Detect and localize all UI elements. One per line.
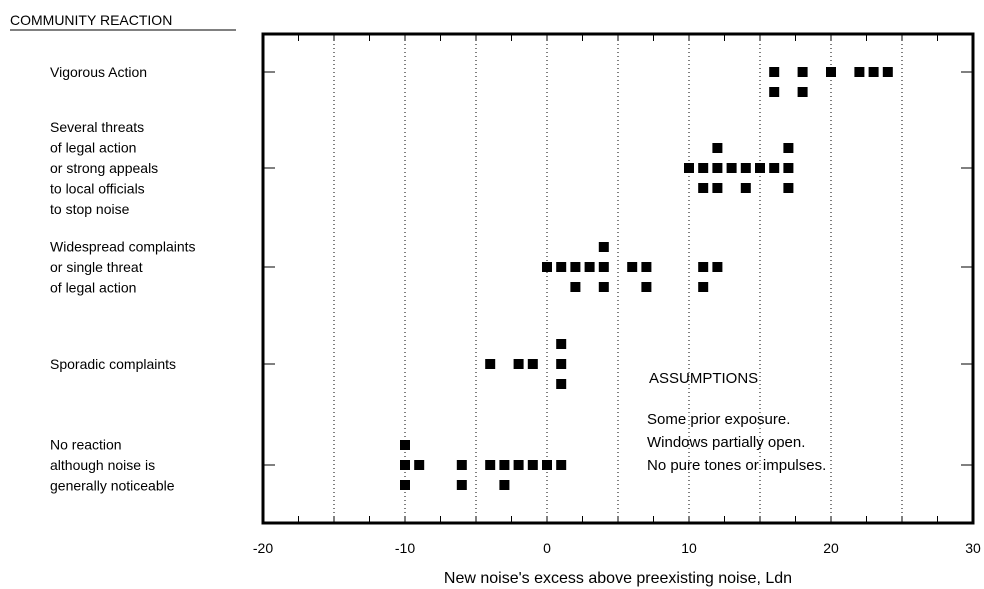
category-label-line: although noise is [50,457,155,473]
data-point [698,163,709,173]
data-point [854,67,865,77]
data-point [527,460,538,470]
data-point [740,163,751,173]
data-point [712,163,723,173]
data-point [627,262,638,272]
data-point [598,282,609,292]
data-point [400,440,410,450]
category-label-line: Several threats [50,119,144,135]
x-tick-label: 30 [965,540,981,556]
x-tick-labels: -20 -10 0 10 20 30 [253,540,981,556]
category-label-line: No reaction [50,437,122,453]
data-point [556,379,567,389]
assumption-line: No pure tones or impulses. [647,457,826,474]
data-point [868,67,879,77]
x-axis-title: New noise's excess above preexisting noi… [444,570,792,587]
data-point [769,87,780,97]
data-point [598,242,609,252]
data-point [598,262,609,272]
data-point [556,339,567,349]
data-point [513,359,524,369]
category-label-line: of legal action [50,280,136,296]
data-point [414,460,425,470]
data-point [712,183,723,193]
data-point [584,262,595,272]
data-point [797,87,808,97]
data-point [641,282,652,292]
data-point [797,67,808,77]
data-point [783,163,794,173]
data-point [400,480,410,490]
category-label-line: or strong appeals [50,160,158,176]
data-point [556,262,567,272]
x-tick-label: 0 [543,540,551,556]
data-point [698,183,709,193]
data-point [882,67,893,77]
data-point [542,460,552,470]
data-point [826,67,836,77]
data-point [456,460,467,470]
data-point [712,262,723,272]
data-point [684,163,694,173]
data-point [400,460,410,470]
category-label-line: generally noticeable [50,478,175,494]
data-point [485,460,496,470]
data-point [783,143,794,153]
category-label-line: to local officials [50,181,145,197]
data-point [542,262,552,272]
data-point [698,262,709,272]
data-point [570,282,581,292]
plot-frame [261,32,975,525]
assumption-line: Some prior exposure. [647,411,790,428]
data-point [769,163,780,173]
data-point [527,359,538,369]
data-point [726,163,737,173]
ticks [262,34,974,523]
category-label-line: Vigorous Action [50,64,147,80]
assumption-line: Windows partially open. [647,434,805,451]
data-point [556,359,567,369]
data-point [570,262,581,272]
category-label-line: Sporadic complaints [50,356,176,372]
data-point [513,460,524,470]
data-point [769,67,780,77]
data-points [400,67,893,490]
x-tick-label: -20 [253,540,273,556]
data-point [556,460,567,470]
data-point [698,282,709,292]
assumptions-box: ASSUMPTIONS Some prior exposure. Windows… [647,370,826,474]
data-point [499,460,510,470]
data-point [485,359,496,369]
data-point [641,262,652,272]
data-point [712,143,723,153]
category-label-line: or single threat [50,259,143,275]
gridlines [333,36,903,521]
data-point [783,183,794,193]
category-label-line: to stop noise [50,201,130,217]
x-tick-label: 10 [681,540,697,556]
data-point [456,480,467,490]
y-axis-header: COMMUNITY REACTION [10,12,172,28]
data-point [740,183,751,193]
data-point [499,480,510,490]
assumptions-title: ASSUMPTIONS [649,370,758,387]
x-tick-label: 20 [823,540,839,556]
category-label-line: Widespread complaints [50,239,196,255]
x-tick-label: -10 [395,540,415,556]
category-label-line: of legal action [50,140,136,156]
category-labels: No reaction although noise is generally no… [50,64,196,494]
data-point [755,163,765,173]
